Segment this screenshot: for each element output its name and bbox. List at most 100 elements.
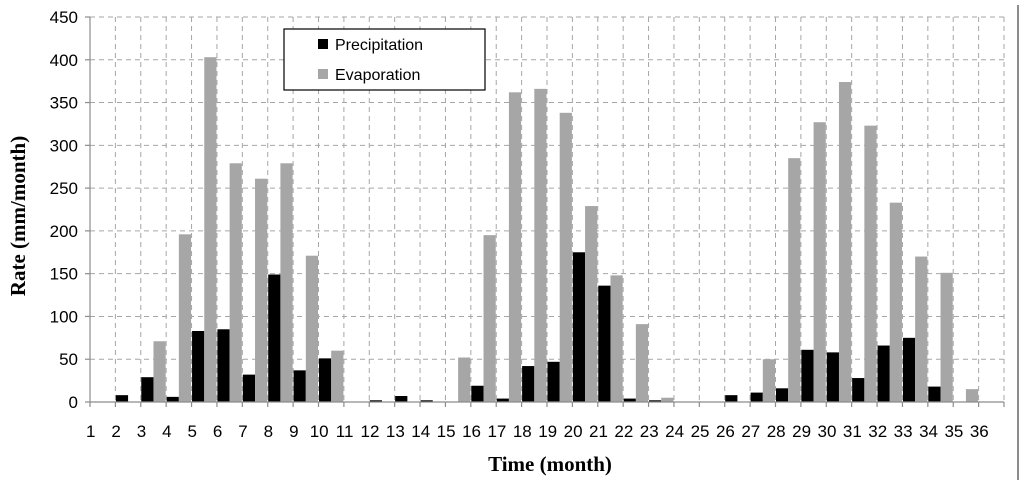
bar-precipitation bbox=[141, 377, 154, 402]
x-tick-label: 22 bbox=[614, 422, 633, 441]
x-tick-label: 4 bbox=[162, 422, 171, 441]
legend-label-evaporation: Evaporation bbox=[335, 67, 420, 84]
bar-precipitation bbox=[547, 361, 560, 402]
x-tick-label: 18 bbox=[513, 422, 532, 441]
bar-precipitation bbox=[496, 398, 509, 402]
bar-precipitation bbox=[801, 349, 814, 402]
bar-precipitation bbox=[115, 395, 129, 402]
x-tick-label: 35 bbox=[944, 422, 963, 441]
x-tick-label: 10 bbox=[310, 422, 329, 441]
bar-precipitation bbox=[293, 370, 306, 402]
bar-evaporation bbox=[331, 350, 344, 402]
y-tick-label: 350 bbox=[50, 94, 78, 113]
bar-evaporation bbox=[305, 255, 319, 402]
bar-evaporation bbox=[585, 206, 598, 402]
bar-evaporation bbox=[559, 112, 572, 403]
bar-precipitation bbox=[217, 329, 230, 402]
bar-precipitation bbox=[750, 392, 763, 402]
x-tick-label: 29 bbox=[792, 422, 811, 441]
y-tick-label: 0 bbox=[69, 393, 78, 412]
bar-evaporation bbox=[483, 235, 496, 402]
bar-precipitation bbox=[649, 400, 662, 402]
legend-swatch-precipitation bbox=[318, 39, 328, 49]
x-tick-label: 2 bbox=[111, 422, 120, 441]
y-tick-label: 50 bbox=[59, 350, 78, 369]
x-tick-label: 19 bbox=[538, 422, 557, 441]
y-axis-title: Rate (mm/month) bbox=[6, 136, 30, 296]
x-tick-label: 27 bbox=[741, 422, 760, 441]
x-tick-label: 24 bbox=[665, 422, 684, 441]
bar-evaporation bbox=[915, 256, 928, 402]
bar-evaporation bbox=[965, 389, 979, 402]
y-tick-label: 100 bbox=[50, 307, 78, 326]
x-tick-labels: 1 2 3 4 5 6 7 8 9 10 11 12 13 14 15 16 17 18 19 20 21 22 23 24 2… bbox=[86, 422, 989, 441]
y-tick-labels: 0 50 100 150 200 250 300 350 400 450 bbox=[50, 8, 78, 412]
bar-evaporation bbox=[255, 178, 268, 402]
y-tick-label: 200 bbox=[50, 222, 78, 241]
bar-precipitation bbox=[471, 385, 484, 402]
x-tick-label: 9 bbox=[289, 422, 298, 441]
x-tick-label: 34 bbox=[919, 422, 938, 441]
x-tick-label: 17 bbox=[487, 422, 506, 441]
bar-precipitation bbox=[623, 398, 636, 402]
x-tick-label: 1 bbox=[86, 422, 95, 441]
x-tick-label: 23 bbox=[640, 422, 659, 441]
bar-precipitation bbox=[268, 274, 281, 402]
bars bbox=[115, 57, 979, 403]
x-tick-label: 28 bbox=[767, 422, 786, 441]
x-tick-label: 15 bbox=[437, 422, 456, 441]
bar-precipitation bbox=[166, 396, 179, 402]
bar-evaporation bbox=[838, 82, 852, 403]
x-tick-label: 12 bbox=[361, 422, 380, 441]
bar-precipitation bbox=[598, 285, 611, 402]
bar-precipitation bbox=[775, 388, 789, 402]
y-tick-label: 150 bbox=[50, 265, 78, 284]
bar-evaporation bbox=[762, 359, 776, 402]
legend-box bbox=[283, 28, 486, 91]
bar-precipitation bbox=[369, 400, 382, 402]
bar-precipitation bbox=[395, 396, 408, 402]
bar-precipitation bbox=[826, 352, 839, 402]
x-tick-label: 30 bbox=[818, 422, 837, 441]
y-tick-label: 450 bbox=[50, 8, 78, 27]
bar-precipitation bbox=[318, 358, 332, 402]
bar-precipitation bbox=[902, 337, 916, 402]
y-tick-label: 300 bbox=[50, 136, 78, 155]
x-tick-label: 32 bbox=[868, 422, 887, 441]
x-tick-label: 11 bbox=[336, 422, 354, 441]
x-tick-label: 31 bbox=[843, 422, 862, 441]
bar-evaporation bbox=[508, 92, 522, 403]
x-tick-label: 5 bbox=[188, 422, 197, 441]
bar-evaporation bbox=[635, 324, 649, 402]
bar-precipitation bbox=[192, 330, 205, 402]
bar-precipitation bbox=[852, 378, 865, 402]
legend: Precipitation Evaporation bbox=[283, 28, 486, 91]
x-tick-label: 25 bbox=[691, 422, 710, 441]
legend-label-precipitation: Precipitation bbox=[335, 37, 423, 54]
bar-precipitation bbox=[725, 395, 738, 402]
x-tick-label: 36 bbox=[970, 422, 989, 441]
bar-evaporation bbox=[153, 341, 166, 402]
bar-precipitation bbox=[877, 345, 890, 402]
legend-swatch-evaporation bbox=[318, 69, 328, 79]
x-tick-label: 20 bbox=[564, 422, 583, 441]
x-tick-label: 6 bbox=[213, 422, 222, 441]
bar-evaporation bbox=[458, 357, 471, 402]
x-tick-label: 8 bbox=[264, 422, 273, 441]
x-tick-label: 33 bbox=[894, 422, 913, 441]
bar-evaporation bbox=[610, 275, 623, 402]
bar-evaporation bbox=[178, 234, 192, 402]
axes bbox=[85, 16, 1005, 407]
x-tick-label: 21 bbox=[589, 422, 608, 441]
bar-evaporation bbox=[864, 125, 877, 403]
bar-evaporation bbox=[280, 163, 293, 402]
bar-precipitation bbox=[420, 400, 433, 402]
y-tick-label: 250 bbox=[50, 179, 78, 198]
x-tick-label: 26 bbox=[716, 422, 735, 441]
bar-evaporation bbox=[229, 163, 242, 402]
x-tick-label: 7 bbox=[238, 422, 247, 441]
bar-evaporation bbox=[889, 202, 902, 402]
x-tick-label: 16 bbox=[462, 422, 481, 441]
x-tick-label: 14 bbox=[411, 422, 430, 441]
